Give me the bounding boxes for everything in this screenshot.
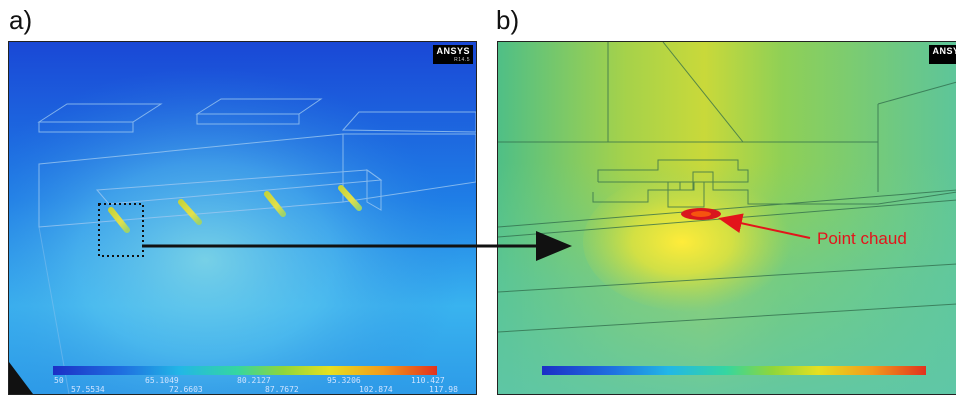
legend-tick: 72.6603 [169,385,203,394]
color-legend-b [542,366,926,375]
hot-spot-arrow [718,213,811,239]
legend-tick: 117.98 [429,385,458,394]
legend-tick: 50 [54,376,64,385]
legend-tick: 65.1049 [145,376,179,385]
thermal-scene-a [9,42,476,394]
legend-tick: 95.3206 [327,376,361,385]
hot-spot-callout: Point chaud [817,229,907,248]
panel-a-label: a) [9,5,33,35]
selection-box [98,203,144,257]
thermal-scene-b [498,42,956,394]
ansys-logo-a: ANSYS R14.5 [433,45,473,64]
ansys-logo-b: ANSYS [929,45,956,64]
thermal-view-b: ANSYS Point chaud [497,41,956,395]
thermal-view-a: ANSYS R14.5 50 65.1049 80.2127 95.3206 11… [8,41,477,395]
legend-tick: 102.874 [359,385,393,394]
legend-tick: 87.7672 [265,385,299,394]
color-legend-a [53,366,437,375]
legend-tick: 110.427 [411,376,445,385]
panel-b-label: b) [496,5,520,35]
legend-tick: 57.5534 [71,385,105,394]
legend-tick: 80.2127 [237,376,271,385]
